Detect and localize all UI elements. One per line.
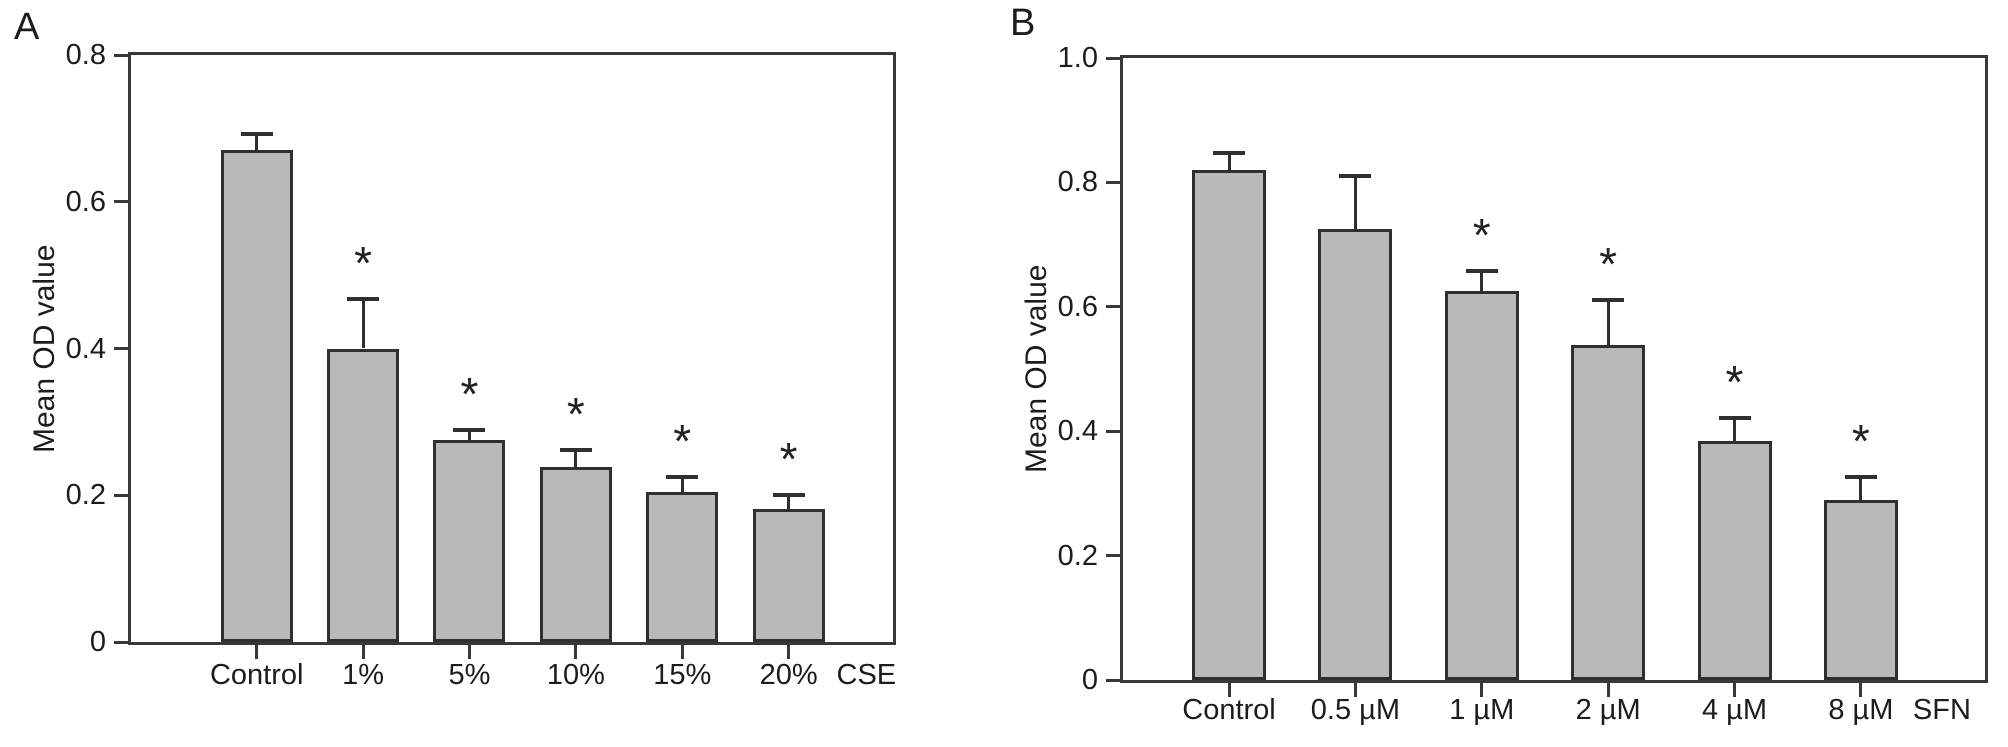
x-tick-mark bbox=[787, 645, 791, 659]
bar-8-µm bbox=[1823, 499, 1898, 680]
plot-area: 0 0.2 0.4 0.6 0.8 1.0 Control 0.5 µM * 1 µM * 2 µM *… bbox=[1058, 42, 1988, 726]
error-bar-cap bbox=[1465, 268, 1498, 273]
x-tick-mark bbox=[1606, 683, 1610, 697]
significance-asterisk: * bbox=[1725, 356, 1744, 409]
y-tick-mark bbox=[114, 53, 128, 57]
bar-20% bbox=[752, 509, 825, 642]
x-tick-mark bbox=[467, 645, 471, 659]
panel-label-b: B bbox=[1010, 2, 1036, 44]
error-bar-cap bbox=[1718, 416, 1751, 421]
bar-0.5-µm bbox=[1318, 229, 1393, 680]
y-tick-label: 0.2 bbox=[1057, 539, 1098, 572]
error-bar-cap bbox=[559, 447, 592, 452]
error-bar-cap bbox=[347, 296, 380, 301]
error-bar-cap bbox=[772, 493, 805, 498]
error-bar-line bbox=[787, 495, 791, 510]
x-tick-label-2-µm: 2 µM bbox=[1575, 694, 1641, 726]
x-tick-label-10%: 10% bbox=[546, 659, 605, 691]
significance-asterisk: * bbox=[1472, 208, 1491, 261]
y-tick-mark bbox=[114, 493, 128, 497]
y-tick-mark bbox=[1106, 678, 1120, 682]
bar-10% bbox=[539, 467, 612, 642]
significance-asterisk: * bbox=[1599, 237, 1618, 290]
x-tick-mark bbox=[1353, 683, 1357, 697]
y-axis-title: Mean OD value bbox=[1020, 264, 1053, 474]
x-axis-unit-label: SFN bbox=[1912, 694, 1971, 726]
panel-label-a: A bbox=[14, 6, 40, 48]
error-bar-line bbox=[255, 134, 259, 151]
x-tick-mark bbox=[361, 645, 365, 659]
error-bar-line bbox=[361, 298, 365, 349]
x-tick-mark bbox=[1733, 683, 1736, 697]
y-tick-mark bbox=[1106, 180, 1120, 184]
error-bar-line bbox=[1353, 176, 1357, 230]
x-axis-unit-label: CSE bbox=[836, 659, 897, 691]
y-tick-label: 0.8 bbox=[1057, 166, 1098, 199]
x-tick-label-20%: 20% bbox=[759, 659, 818, 691]
error-bar-line bbox=[1227, 152, 1231, 170]
y-tick-mark bbox=[1106, 305, 1120, 309]
bar-control bbox=[220, 150, 293, 642]
y-tick-label: 0.2 bbox=[65, 479, 106, 512]
y-tick-mark bbox=[1106, 429, 1120, 433]
bar-5% bbox=[433, 440, 506, 642]
significance-asterisk: * bbox=[779, 433, 798, 486]
error-bar-cap bbox=[1844, 475, 1877, 480]
significance-asterisk: * bbox=[1851, 415, 1870, 468]
error-bar-cap bbox=[666, 474, 699, 479]
y-tick-mark bbox=[1106, 554, 1120, 558]
bar-1% bbox=[327, 348, 400, 642]
x-tick-mark bbox=[1859, 683, 1863, 697]
error-bar-cap bbox=[240, 132, 273, 137]
error-bar-line bbox=[1733, 418, 1736, 441]
y-tick-label: 0.4 bbox=[1057, 415, 1098, 448]
y-tick-mark bbox=[114, 347, 128, 350]
significance-asterisk: * bbox=[566, 387, 585, 440]
y-tick-label: 0.6 bbox=[1057, 290, 1098, 323]
y-tick-label: 0.8 bbox=[65, 39, 106, 71]
error-bar-line bbox=[1606, 299, 1610, 346]
error-bar-cap bbox=[1339, 174, 1372, 179]
error-bar-line bbox=[1859, 477, 1863, 500]
y-tick-label: 0 bbox=[89, 626, 106, 658]
y-tick-mark bbox=[114, 640, 128, 644]
significance-asterisk: * bbox=[673, 414, 692, 467]
x-tick-label-4-µm: 4 µM bbox=[1701, 694, 1768, 726]
error-bar-line bbox=[574, 449, 578, 468]
significance-asterisk: * bbox=[460, 367, 479, 420]
x-tick-label-control: Control bbox=[1182, 694, 1276, 726]
x-tick-mark bbox=[574, 645, 578, 659]
bar-15% bbox=[646, 491, 719, 642]
significance-asterisk: * bbox=[354, 236, 373, 289]
x-tick-label-5%: 5% bbox=[448, 659, 491, 691]
x-tick-mark bbox=[1227, 683, 1231, 697]
x-tick-mark bbox=[255, 645, 259, 659]
error-bar-cap bbox=[1592, 297, 1625, 302]
bar-2-µm bbox=[1571, 345, 1646, 680]
x-tick-mark bbox=[1480, 683, 1484, 697]
bar-control bbox=[1192, 169, 1267, 680]
bar-4-µm bbox=[1697, 440, 1772, 680]
plot-area: 0 0.2 0.4 0.6 0.8 Control * 1% * 5% * 10% * 15% * 20% CS… bbox=[66, 39, 896, 691]
bar-1-µm bbox=[1444, 291, 1519, 680]
error-bar-line bbox=[680, 476, 684, 492]
y-tick-mark bbox=[114, 200, 128, 204]
x-tick-label-control: Control bbox=[209, 659, 304, 691]
x-tick-mark bbox=[680, 645, 684, 659]
y-tick-label: 0.4 bbox=[65, 332, 106, 365]
y-tick-label: 0 bbox=[1081, 664, 1098, 696]
y-tick-label: 0.6 bbox=[65, 185, 106, 218]
x-tick-label-1-µm: 1 µM bbox=[1449, 694, 1515, 726]
x-tick-label-1%: 1% bbox=[342, 659, 385, 691]
error-bar-line bbox=[1480, 270, 1484, 292]
x-tick-label-0.5-µm: 0.5 µM bbox=[1310, 694, 1401, 726]
error-bar-cap bbox=[453, 427, 486, 432]
y-tick-label: 1.0 bbox=[1057, 42, 1098, 74]
error-bar-line bbox=[467, 429, 471, 441]
error-bar-cap bbox=[1213, 150, 1246, 155]
x-tick-label-15%: 15% bbox=[653, 659, 712, 691]
y-tick-mark bbox=[1106, 56, 1120, 60]
x-tick-label-8-µm: 8 µM bbox=[1828, 694, 1894, 726]
